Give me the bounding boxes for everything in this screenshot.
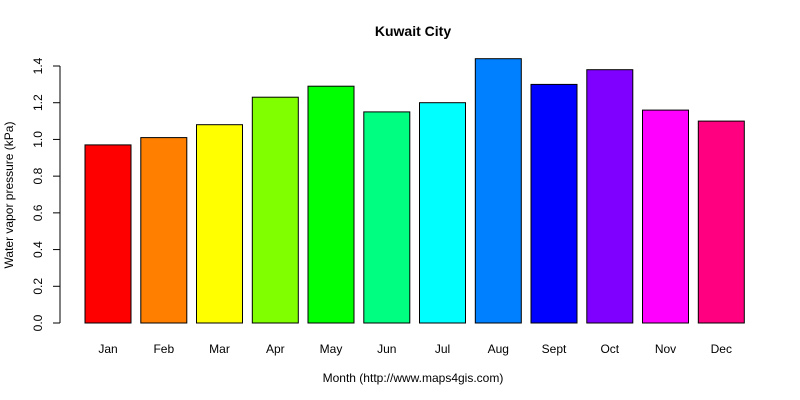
bar-jun (363, 111, 411, 324)
y-tick-label: 1.4 (31, 57, 45, 74)
bar-sept (530, 83, 578, 324)
chart-title: Kuwait City (375, 23, 451, 39)
x-axis-label: Month (http://www.maps4gis.com) (323, 371, 504, 385)
x-tick-label-feb: Feb (153, 342, 174, 356)
y-tick-label: 0.8 (31, 167, 45, 184)
y-tick-label: 0.6 (31, 204, 45, 221)
bar-jul (419, 102, 466, 324)
x-tick-label-jun: Jun (377, 342, 396, 356)
bar-aug (474, 58, 522, 324)
x-tick-label-oct: Oct (600, 342, 619, 356)
x-tick-label-may: May (320, 342, 343, 356)
y-tick-label: 0.4 (31, 241, 45, 258)
x-tick-label-apr: Apr (266, 342, 285, 356)
bar-feb (140, 137, 188, 324)
bar-apr (251, 96, 299, 324)
bar-jan (84, 144, 132, 324)
x-tick-label-aug: Aug (488, 342, 509, 356)
bar-nov (642, 109, 689, 324)
bar-dec (697, 120, 745, 324)
x-tick-label-nov: Nov (655, 342, 676, 356)
y-axis-label: Water vapor pressure (kPa) (2, 122, 16, 269)
x-tick-label-jan: Jan (98, 342, 117, 356)
x-tick-label-dec: Dec (711, 342, 732, 356)
bar-oct (586, 69, 634, 324)
y-tick-label: 1.0 (31, 131, 45, 148)
x-tick-labels: Jan Feb Mar Apr May Jun Jul Aug Sept Oct Nov Dec (98, 342, 732, 356)
bars-group (84, 58, 745, 324)
y-tick-label: 0.2 (31, 278, 45, 295)
y-tick-label: 0.0 (31, 314, 45, 331)
x-tick-label-mar: Mar (209, 342, 230, 356)
y-tick-label: 1.2 (31, 94, 45, 111)
bar-may (307, 85, 355, 324)
y-ticks: 0.0 0.2 0.4 0.6 0.8 1.0 1.2 1.4 (31, 57, 60, 331)
bar-mar (196, 124, 243, 324)
x-tick-label-sept: Sept (542, 342, 567, 356)
x-tick-label-jul: Jul (435, 342, 450, 356)
